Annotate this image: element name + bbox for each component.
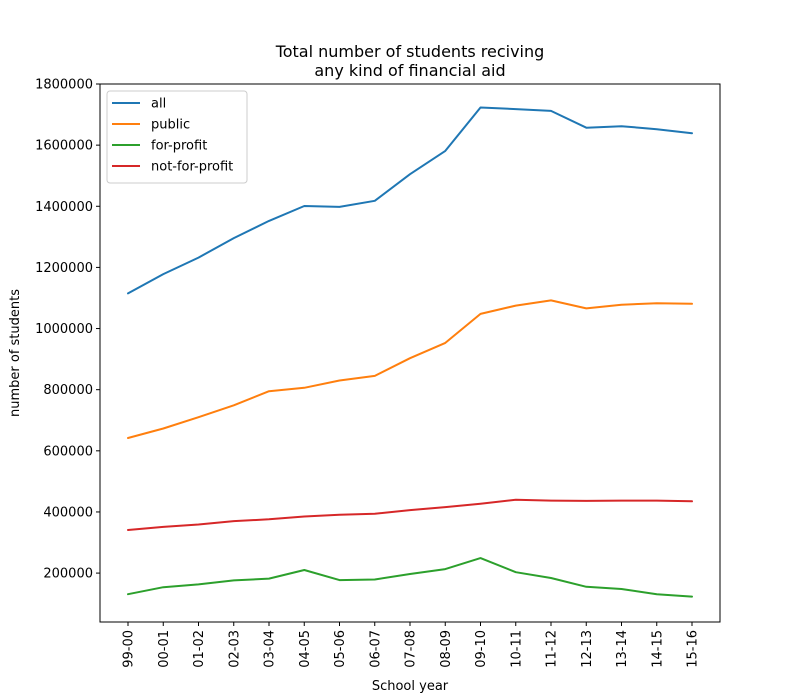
y-tick-label: 1600000 xyxy=(35,139,93,154)
y-tick-label: 400000 xyxy=(43,505,93,520)
x-tick-label: 12-13 xyxy=(580,630,595,668)
x-tick-label: 15-16 xyxy=(686,630,701,668)
legend-label: not-for-profit xyxy=(151,160,233,175)
y-tick-label: 1400000 xyxy=(35,200,93,215)
x-tick-label: 13-14 xyxy=(615,630,630,668)
series-line-all xyxy=(127,106,693,295)
x-tick-label: 05-06 xyxy=(333,630,348,668)
y-tick-label: 1200000 xyxy=(35,261,93,276)
x-tick-label: 10-11 xyxy=(509,630,524,668)
chart-title-line: any kind of financial aid xyxy=(314,61,505,80)
y-tick-label: 800000 xyxy=(43,383,93,398)
legend-box xyxy=(106,90,248,184)
y-tick-label: 1000000 xyxy=(35,322,93,337)
series-line-not-for-profit xyxy=(127,498,693,531)
x-tick-label: 11-12 xyxy=(545,630,560,668)
legend-label: all xyxy=(151,97,166,112)
chart-title-line: Total number of students reciving xyxy=(275,42,545,61)
x-tick-label: 09-10 xyxy=(474,630,489,668)
legend-label: for-profit xyxy=(151,139,207,154)
x-tick-label: 04-05 xyxy=(298,630,313,668)
x-tick-label: 06-07 xyxy=(368,630,383,668)
series-line-public xyxy=(127,299,693,439)
legend-label: public xyxy=(151,118,190,133)
x-tick-label: 03-04 xyxy=(263,630,278,668)
x-tick-label: 02-03 xyxy=(227,630,242,668)
x-axis-label: School year xyxy=(372,679,449,694)
x-tick-label: 01-02 xyxy=(192,630,207,668)
y-tick-label: 1800000 xyxy=(35,78,93,93)
x-tick-label: 00-01 xyxy=(157,630,172,668)
x-tick-label: 99-00 xyxy=(122,630,137,668)
series-line-for-profit xyxy=(127,557,693,598)
y-axis-label: number of students xyxy=(8,289,23,417)
x-tick-label: 07-08 xyxy=(404,630,419,668)
y-tick-label: 600000 xyxy=(43,444,93,459)
x-tick-label: 14-15 xyxy=(650,630,665,668)
y-tick-label: 200000 xyxy=(43,567,93,582)
x-tick-label: 08-09 xyxy=(439,630,454,668)
